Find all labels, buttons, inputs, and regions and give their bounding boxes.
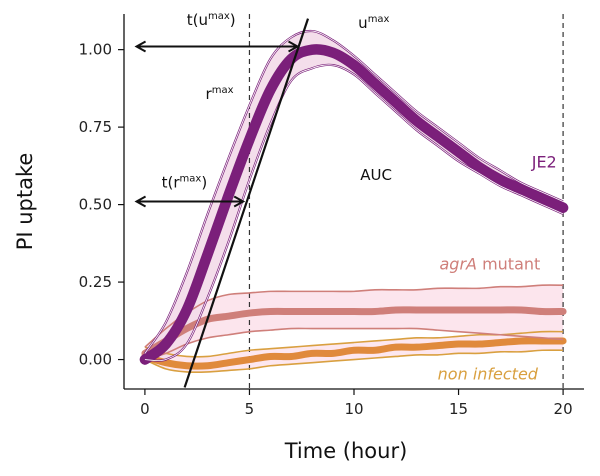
tangent-line-group	[183, 18, 310, 388]
tangent-line	[183, 18, 310, 388]
x-tick-label-20: 20	[554, 400, 573, 418]
y-tick-label-0.50: 0.50	[79, 196, 112, 214]
x-axis-label: Time (hour)	[284, 439, 408, 463]
x-tick-label-0: 0	[140, 400, 150, 418]
non-infected-mean-line	[141, 337, 567, 370]
y-tick-label-0.00: 0.00	[79, 351, 112, 369]
x-tick-label-5: 5	[245, 400, 255, 418]
y-tick-label-0.25: 0.25	[79, 273, 112, 291]
auc-label: AUC	[360, 166, 392, 184]
u-max-label: umax	[358, 14, 389, 32]
agra-series-label: agrA mutant	[440, 255, 541, 274]
t-r-max-arrow-head-right	[233, 195, 246, 208]
t-u-max-arrow-head-right	[288, 40, 300, 53]
series-labels: JE2 agrA mutant non infected	[438, 152, 557, 383]
je2-upper-sep	[144, 30, 564, 354]
t-u-max-arrow-head-left	[134, 40, 147, 53]
non-infected-series-label: non infected	[438, 365, 539, 384]
y-tick-label-0.75: 0.75	[79, 118, 112, 136]
je2-mean-line	[140, 45, 568, 364]
je2-series-label: JE2	[531, 152, 557, 171]
agra-mutant-lower-line	[144, 327, 564, 361]
annotations: umax rmax t(umax) t(rmax) AUC	[134, 11, 392, 208]
non-infected-lower-line	[144, 349, 564, 374]
x-tick-label-15: 15	[449, 400, 468, 418]
t-u-max-label: t(umax)	[187, 11, 236, 29]
je2-lower-sep	[144, 64, 564, 362]
axes: 0 5 10 15 20 0.00 0.25 0.50 0.75 1.00 Time (hour) P…	[13, 14, 584, 463]
y-axis-label: PI uptake	[13, 153, 37, 251]
y-tick-label-1.00: 1.00	[79, 41, 112, 59]
x-tick-label-10: 10	[344, 400, 363, 418]
r-max-label: rmax	[206, 85, 234, 103]
t-r-max-arrow-head-left	[134, 195, 147, 208]
series-lines	[139, 29, 569, 374]
t-r-max-label: t(rmax)	[162, 174, 208, 192]
agra-mutant-mean-line	[141, 306, 567, 357]
